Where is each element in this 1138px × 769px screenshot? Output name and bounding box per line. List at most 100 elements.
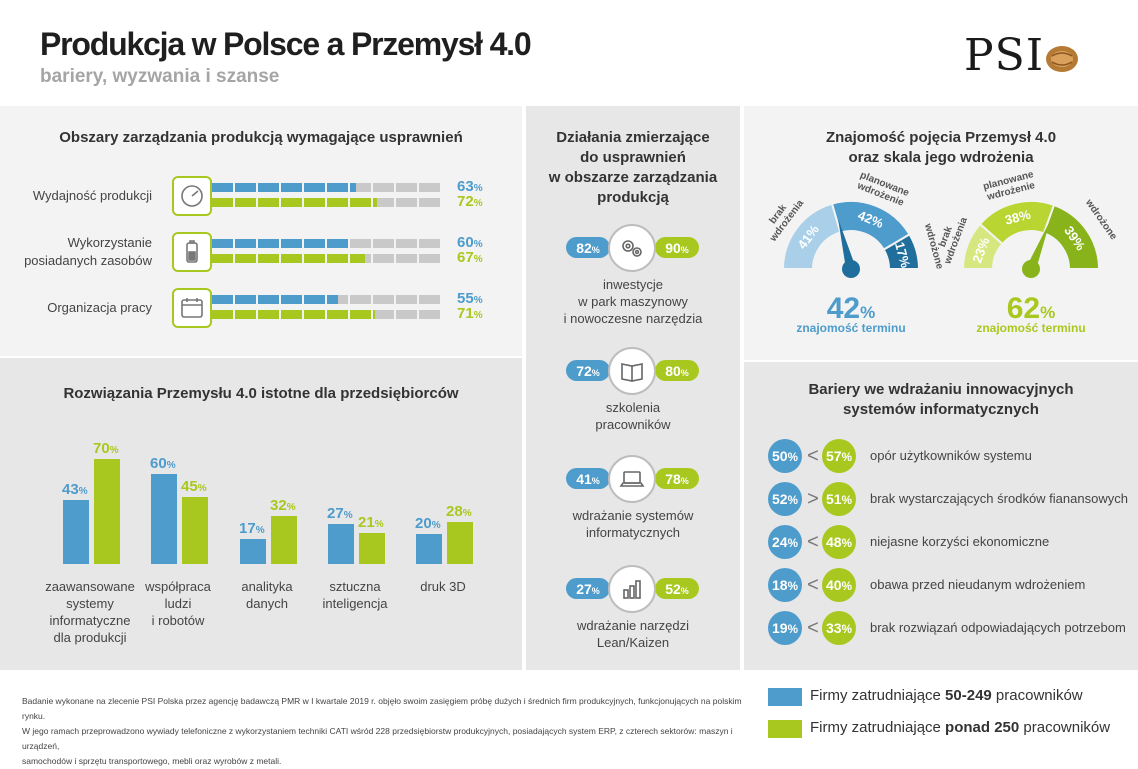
category-label-line: systemy — [66, 596, 114, 611]
percent-sign: % — [109, 445, 119, 456]
percent-sign: % — [255, 524, 265, 536]
legend-green-prefix: Firmy zatrudniające — [810, 719, 946, 736]
gauge-total-label: znajomość terminu — [796, 321, 905, 335]
bar-value-label: 17% — [239, 519, 265, 537]
actions-title: Działania zmierzające do usprawnień w ob… — [526, 128, 740, 208]
percent-sign: % — [78, 485, 88, 497]
percent-sign: % — [841, 451, 852, 464]
gears-icon-part — [632, 247, 642, 257]
circle-value: 33% — [826, 620, 852, 636]
legend-green-bold: ponad 250 — [945, 719, 1020, 736]
circle-value: 48% — [826, 534, 852, 550]
bar-value-label: 72% — [457, 193, 483, 210]
actions-title-line: produkcją — [597, 189, 669, 206]
percent-sign: % — [473, 310, 483, 321]
bar-value-label: 32% — [270, 497, 296, 514]
pill-value: 78% — [665, 470, 689, 487]
barrier-value-blue: 19% — [768, 611, 802, 645]
category-label-line: dla produkcji — [53, 630, 127, 645]
laptop-icon — [619, 471, 645, 487]
page-title: Produkcja w Polsce a Przemysł 4.0 — [40, 26, 532, 62]
gauge-segment-value: 17% — [892, 240, 913, 269]
gauge-icon-part — [191, 190, 199, 197]
calendar-icon-part — [181, 299, 203, 318]
percent-sign: % — [841, 580, 852, 593]
bar-value-label: 55% — [457, 290, 483, 307]
walnut-icon — [1046, 46, 1078, 72]
percent-sign: % — [787, 537, 798, 550]
legend-blue-bold: 50-249 — [945, 687, 992, 704]
bar-value-label: 71% — [457, 305, 483, 322]
bar — [182, 496, 208, 564]
action-label: wdrażanie systemów informatycznych — [536, 507, 730, 541]
percent-sign: % — [473, 198, 483, 209]
pill-value: 80% — [665, 362, 689, 379]
gauge-segment — [1042, 203, 1101, 270]
bar-fill — [212, 254, 366, 263]
bar — [94, 459, 120, 564]
percent-sign: % — [841, 494, 852, 507]
category-label: współpraca ludzi i robotów — [123, 578, 233, 629]
action-label-line: i nowoczesne narzędzia — [563, 311, 703, 326]
barrier-label: brak wystarczających środków fianansowyc… — [870, 491, 1128, 506]
row-label: Wydajność produkcji — [0, 187, 152, 205]
circle-value: 40% — [826, 577, 852, 593]
bar — [416, 534, 442, 564]
battery-icon — [186, 240, 198, 263]
category-label-line: informatyczne — [49, 613, 131, 628]
bar-value-label: 70% — [93, 440, 119, 457]
gauge-segment-value: 38% — [1003, 207, 1032, 228]
row-icon-box — [172, 176, 212, 216]
page-subtitle: bariery, wyzwania i szanse — [40, 66, 280, 87]
circle-value: 51% — [826, 491, 852, 507]
areas-title: Obszary zarządzania produkcją wymagające… — [59, 129, 463, 146]
laptop-icon-part — [623, 471, 641, 484]
category-label: druk 3D — [388, 578, 498, 595]
book-icon — [621, 363, 643, 382]
row-label: Organizacja pracy — [0, 299, 152, 317]
gauge-icon — [181, 185, 203, 207]
action-label-line: informatycznych — [586, 525, 680, 540]
bar-value-label: 20% — [415, 515, 441, 532]
barrier-value-blue: 50% — [768, 439, 802, 473]
legend-blue-prefix: Firmy zatrudniające — [810, 687, 946, 704]
action-label-line: wdrażanie narzędzi — [576, 618, 689, 633]
row-label: Wykorzystanie posiadanych zasobów — [0, 234, 152, 270]
percent-sign: % — [462, 508, 472, 519]
percent-sign: % — [787, 580, 798, 593]
bar — [328, 523, 354, 564]
gauge-total-label: znajomość terminu — [976, 321, 1085, 335]
circle-value: 52% — [772, 491, 798, 507]
percent-sign: % — [680, 367, 689, 378]
battery-icon-part — [189, 240, 195, 244]
barrier-value-green: 40% — [822, 568, 856, 602]
bar-fill — [212, 310, 375, 319]
bar — [151, 474, 177, 564]
category-label: analityka danych — [212, 578, 322, 612]
gears-icon-part — [634, 249, 640, 255]
action-value-blue: 27% — [566, 578, 610, 599]
gauge-segment — [882, 233, 921, 270]
bar-value-label: 60% — [457, 234, 483, 251]
gauges-title: Znajomość pojęcia Przemysł 4.0 oraz skal… — [744, 128, 1138, 168]
solutions-title: Rozwiązania Przemysłu 4.0 istotne dla pr… — [63, 385, 459, 402]
gauge-hub — [842, 260, 860, 278]
category-label-line: zaawansowane — [45, 579, 135, 594]
logo-text: PSI — [964, 30, 1045, 81]
percent-sign: % — [431, 520, 441, 531]
pill-value: 52% — [665, 580, 689, 597]
bar — [447, 522, 473, 564]
action-value-green: 80% — [655, 360, 699, 381]
bar-value-label: 45% — [181, 477, 207, 495]
chart-icon-part — [635, 580, 641, 599]
percent-sign: % — [787, 451, 798, 464]
percent-sign: % — [680, 475, 689, 486]
comparator-icon: < — [807, 617, 819, 639]
category-label: sztuczna inteligencja — [300, 578, 410, 612]
gears-icon — [622, 240, 642, 257]
row-label-line: Wykorzystanie — [67, 235, 152, 250]
gauge-hub — [1022, 260, 1040, 278]
gauges-title-line: Znajomość pojęcia Przemysł 4.0 — [825, 129, 1057, 146]
actions-title-line: Działania zmierzające — [556, 129, 710, 146]
percent-sign: % — [374, 518, 384, 530]
